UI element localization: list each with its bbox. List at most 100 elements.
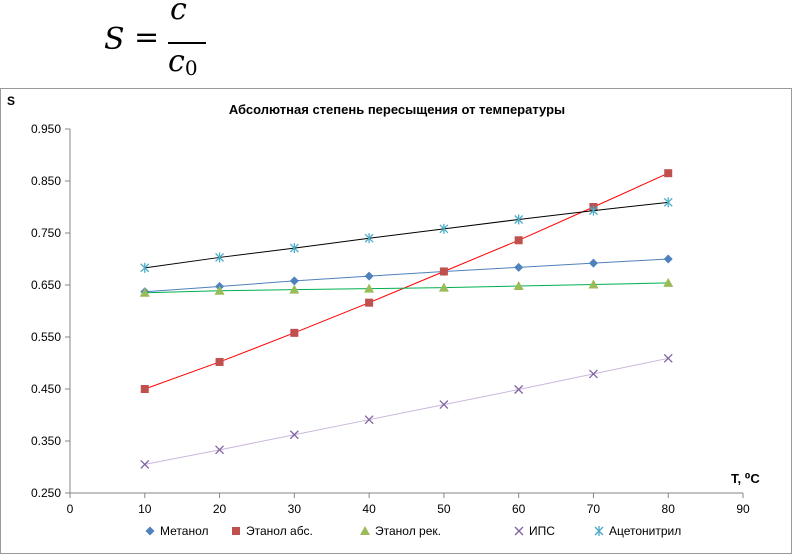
formula-denominator-base: c xyxy=(168,44,185,79)
data-point xyxy=(513,281,524,291)
formula-lhs: S xyxy=(104,22,125,57)
y-tick-label: 0.750 xyxy=(31,226,61,240)
marker-stroke xyxy=(514,385,524,394)
data-point xyxy=(439,223,449,234)
data-point xyxy=(588,279,599,289)
data-point xyxy=(514,262,524,272)
data-point xyxy=(588,258,598,268)
y-tick-label: 0.850 xyxy=(31,174,61,188)
data-point xyxy=(364,415,374,425)
y-axis-label: S xyxy=(7,94,15,108)
y-tick-label: 0.250 xyxy=(31,486,61,500)
x-axis-label: T, ⁰C xyxy=(731,471,760,486)
data-point xyxy=(439,400,449,410)
data-point xyxy=(215,252,225,263)
data-point xyxy=(364,271,374,281)
x-tick-label: 50 xyxy=(437,502,451,516)
series-line xyxy=(144,357,669,465)
series-line xyxy=(144,201,669,269)
x-tick-label: 70 xyxy=(587,502,601,516)
marker-stroke xyxy=(215,445,225,455)
legend-label: Этанол рек. xyxy=(375,524,441,538)
series-3 xyxy=(139,277,674,297)
legend-item: Ацетонитрил xyxy=(594,524,681,538)
series-5 xyxy=(140,197,673,273)
formula-denominator-subscript: 0 xyxy=(184,56,198,80)
x-tick-label: 80 xyxy=(662,502,676,516)
legend: Метанол Этанол абс. Этанол рек. ИПС Ацетонит… xyxy=(145,524,681,538)
chart-title: Абсолютная степень пересыщения от темпер… xyxy=(229,102,565,117)
data-point xyxy=(289,243,299,254)
marker-stroke xyxy=(514,526,524,536)
legend-label: Ацетонитрил xyxy=(609,524,681,538)
legend-marker xyxy=(514,526,524,536)
data-point xyxy=(663,353,673,363)
y-tick-label: 0.950 xyxy=(31,122,61,136)
formula-denominator: c0 xyxy=(168,44,198,80)
legend-item: Этанол рек. xyxy=(360,524,441,538)
data-point xyxy=(438,282,449,292)
data-point xyxy=(214,285,225,295)
formula-equals: = xyxy=(134,20,160,55)
x-tick-label: 10 xyxy=(138,502,152,516)
data-point xyxy=(663,197,673,208)
axes: 0.250 0.350 0.450 0.550 0.650 0.750 0.850 0.950… xyxy=(31,122,750,516)
data-point xyxy=(364,283,375,293)
data-point xyxy=(514,385,524,394)
data-point xyxy=(588,205,598,216)
y-tick-label: 0.450 xyxy=(31,382,61,396)
legend-item: Метанол xyxy=(145,524,208,538)
supersaturation-chart: Абсолютная степень пересыщения от темпер… xyxy=(7,94,760,538)
data-point xyxy=(140,262,150,273)
x-tick-label: 40 xyxy=(362,502,376,516)
series-2 xyxy=(140,169,673,393)
legend-item: Этанол абс. xyxy=(232,524,313,538)
marker-stroke xyxy=(140,459,150,469)
supersaturation-formula: S = c c0 xyxy=(104,0,214,88)
data-point xyxy=(215,357,224,366)
data-point xyxy=(140,459,150,469)
marker-stroke xyxy=(588,369,598,379)
data-point xyxy=(215,445,225,455)
series-layer xyxy=(139,169,674,469)
data-point xyxy=(514,214,524,225)
series-4 xyxy=(140,353,673,469)
marker-stroke xyxy=(289,430,299,440)
y-tick-label: 0.350 xyxy=(31,434,61,448)
x-tick-label: 90 xyxy=(736,502,750,516)
data-point xyxy=(365,298,374,307)
formula-numerator: c xyxy=(170,0,187,27)
legend-label: Этанол абс. xyxy=(246,524,313,538)
chart-frame: Абсолютная степень пересыщения от темпер… xyxy=(0,88,792,554)
data-point xyxy=(289,284,300,294)
legend-marker xyxy=(594,526,604,536)
legend-marker xyxy=(232,527,240,535)
data-point xyxy=(364,233,374,244)
data-point xyxy=(139,287,150,297)
data-point xyxy=(588,369,598,379)
data-point xyxy=(289,276,299,286)
data-point xyxy=(514,236,523,245)
x-tick-label: 60 xyxy=(512,502,526,516)
data-point xyxy=(290,328,299,337)
data-point xyxy=(663,254,673,264)
series-line xyxy=(144,258,669,293)
legend-item: ИПС xyxy=(514,524,555,538)
marker-stroke xyxy=(439,400,449,410)
fraction-bar xyxy=(168,42,206,44)
x-tick-label: 0 xyxy=(67,502,74,516)
legend-label: ИПС xyxy=(529,524,555,538)
data-point xyxy=(140,385,149,393)
marker-stroke xyxy=(663,353,673,363)
data-point xyxy=(289,430,299,440)
legend-marker xyxy=(145,526,155,536)
legend-marker xyxy=(360,526,370,535)
x-tick-label: 20 xyxy=(213,502,227,516)
legend-label: Метанол xyxy=(160,524,208,538)
series-line xyxy=(144,282,669,294)
data-point xyxy=(439,267,448,276)
x-tick-label: 30 xyxy=(288,502,302,516)
y-tick-label: 0.550 xyxy=(31,330,61,344)
y-tick-label: 0.650 xyxy=(31,278,61,292)
series-1 xyxy=(140,254,673,297)
